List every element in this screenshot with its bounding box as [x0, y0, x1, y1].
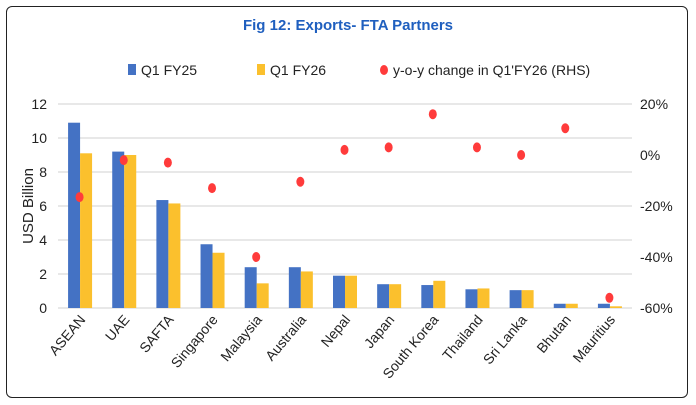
x-tick-label: UAE: [102, 312, 133, 344]
y-tick-label: 4: [39, 232, 47, 248]
yoy-point: [384, 142, 393, 153]
bar-q1-fy25: [421, 285, 434, 308]
x-tick-label: Australia: [262, 311, 309, 363]
y-tick-label: 6: [39, 198, 47, 214]
yoy-point: [75, 192, 84, 203]
bar-q1-fy25: [333, 275, 345, 308]
bar-q1-fy26: [521, 290, 534, 308]
y-axis-label: USD Billion: [20, 168, 37, 244]
x-tick-label: Mauritius: [569, 312, 618, 366]
bar-q1-fy26: [609, 306, 622, 308]
bar-q1-fy26: [212, 252, 225, 308]
yoy-point: [428, 109, 437, 120]
yoy-point: [472, 142, 481, 153]
y2-tick-label: -20%: [640, 198, 673, 214]
x-tick-label: SAFTA: [136, 311, 177, 356]
bar-q1-fy25: [509, 290, 522, 308]
chart-frame: [6, 6, 688, 398]
bar-q1-fy25: [68, 122, 81, 308]
y-tick-label: 8: [39, 164, 47, 180]
y2-tick-label: -60%: [640, 300, 673, 316]
x-tick-label: Malaysia: [217, 311, 265, 364]
bar-q1-fy25: [288, 267, 301, 308]
yoy-point: [252, 252, 261, 262]
yoy-point: [605, 292, 614, 303]
bar-q1-fy26: [389, 284, 402, 308]
bar-q1-fy25: [112, 151, 125, 308]
yoy-point: [163, 157, 172, 168]
legend-label: Q1 FY25: [141, 62, 197, 78]
bar-q1-fy26: [345, 275, 357, 308]
x-tick-label: ASEAN: [46, 312, 89, 359]
bar-q1-fy25: [200, 244, 213, 308]
x-tick-label: Nepal: [318, 312, 354, 350]
bar-q1-fy26: [433, 280, 446, 308]
y-tick-label: 0: [39, 300, 47, 316]
bar-q1-fy26: [80, 153, 93, 308]
chart-title: Fig 12: Exports- FTA Partners: [242, 17, 454, 34]
bar-q1-fy26: [124, 155, 137, 308]
y2-tick-label: 0%: [640, 147, 660, 163]
bar-q1-fy25: [597, 303, 610, 308]
x-tick-label: Sri Lanka: [480, 311, 530, 367]
bar-q1-fy26: [300, 271, 313, 308]
x-tick-label: Singapore: [168, 311, 221, 370]
yoy-point: [561, 123, 570, 134]
x-tick-label: Thailand: [439, 312, 486, 363]
y-tick-label: 10: [31, 130, 47, 146]
y-tick-label: 12: [31, 96, 47, 112]
bar-q1-fy26: [565, 303, 578, 308]
yoy-point: [119, 155, 128, 166]
y2-tick-label: -40%: [640, 249, 673, 265]
y-tick-label: 2: [39, 266, 47, 282]
bar-q1-fy25: [553, 303, 566, 308]
legend-label: Q1 FY26: [270, 62, 326, 78]
yoy-point: [340, 144, 349, 155]
yoy-point: [296, 176, 305, 187]
legend-swatch: [128, 64, 136, 75]
bar-q1-fy25: [377, 284, 390, 308]
bar-q1-fy25: [156, 200, 169, 308]
bar-q1-fy25: [244, 267, 257, 308]
bar-q1-fy25: [465, 289, 478, 308]
bar-q1-fy26: [477, 288, 490, 308]
yoy-point: [208, 183, 217, 194]
yoy-point: [517, 150, 526, 160]
legend-swatch: [380, 65, 388, 75]
bar-q1-fy26: [256, 283, 269, 308]
legend-label: y-o-y change in Q1'FY26 (RHS): [393, 62, 590, 78]
legend-swatch: [257, 64, 265, 75]
bar-q1-fy26: [168, 203, 181, 308]
y2-tick-label: 20%: [640, 96, 668, 112]
x-tick-label: Japan: [361, 312, 398, 352]
x-tick-label: Bhutan: [533, 312, 574, 356]
